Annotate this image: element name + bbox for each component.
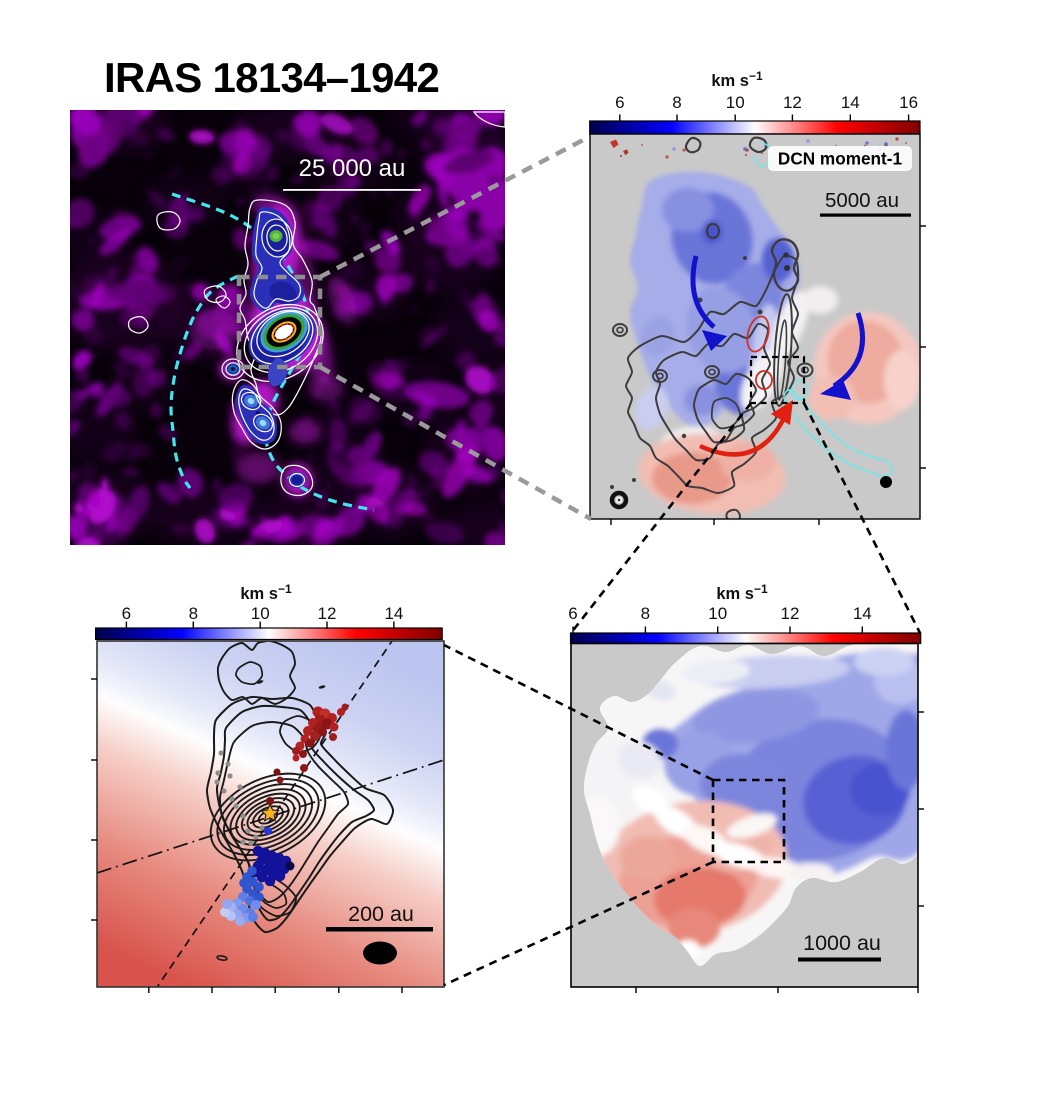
svg-text:IRAS 18134–1942: IRAS 18134–1942 <box>104 54 439 101</box>
svg-text:6: 6 <box>122 604 131 623</box>
svg-text:DCN moment-1: DCN moment-1 <box>778 149 903 169</box>
svg-text:8: 8 <box>672 93 681 112</box>
svg-text:14: 14 <box>841 93 860 112</box>
svg-text:200 au: 200 au <box>348 902 414 926</box>
svg-text:25 000 au: 25 000 au <box>299 155 406 182</box>
svg-text:14: 14 <box>853 604 872 623</box>
svg-text:16: 16 <box>899 93 918 112</box>
svg-text:14: 14 <box>384 604 403 623</box>
svg-text:5000 au: 5000 au <box>825 189 899 212</box>
svg-text:8: 8 <box>189 604 198 623</box>
svg-text:10: 10 <box>726 93 745 112</box>
svg-text:12: 12 <box>318 604 337 623</box>
svg-text:10: 10 <box>251 604 270 623</box>
svg-text:8: 8 <box>641 604 650 623</box>
svg-text:10: 10 <box>708 604 727 623</box>
svg-text:6: 6 <box>568 604 577 623</box>
svg-text:12: 12 <box>783 93 802 112</box>
svg-text:12: 12 <box>781 604 800 623</box>
svg-text:1000 au: 1000 au <box>803 931 881 955</box>
svg-text:6: 6 <box>615 93 624 112</box>
